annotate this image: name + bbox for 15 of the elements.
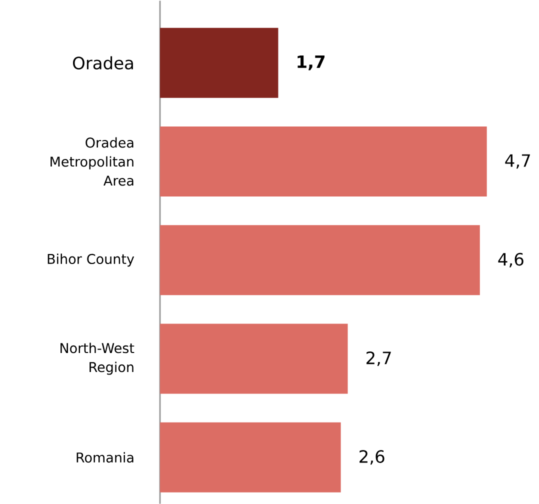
y-tick-label: Oradea (72, 56, 133, 70)
data-label: 2,7 (366, 351, 391, 366)
data-label: 2,6 (360, 450, 384, 464)
bar (160, 28, 278, 98)
bar (160, 422, 341, 492)
bar (160, 126, 487, 196)
y-tick-label: Romania (76, 452, 134, 462)
y-tick-label: North-West Region (60, 342, 134, 375)
data-label: 4,6 (498, 252, 524, 268)
data-label: 4,7 (505, 154, 530, 168)
y-tick-label: Oradea Metropolitan Area (50, 137, 134, 186)
data-label: 1,7 (298, 55, 324, 70)
bar (160, 324, 348, 394)
y-tick-label: Bihor County (48, 253, 134, 266)
bar (160, 224, 480, 295)
